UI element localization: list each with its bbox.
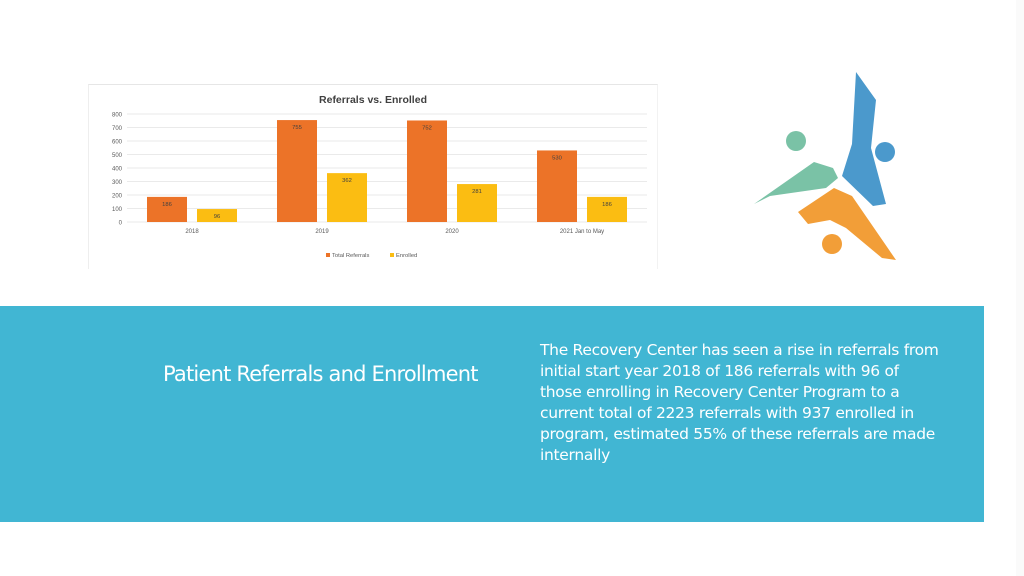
x-tick-label: 2020	[445, 229, 459, 235]
logo-orange-head	[822, 234, 842, 254]
data-label: 362	[342, 178, 352, 184]
y-tick-label: 300	[112, 180, 123, 186]
recovery-center-logo-icon	[754, 72, 896, 260]
referrals-chart: Referrals vs. Enrolled 0 100 200 300 400 500 60…	[88, 84, 658, 269]
y-tick-label: 400	[112, 167, 123, 173]
chart-svg: Referrals vs. Enrolled 0 100 200 300 400 500 60…	[112, 94, 647, 259]
logo-blue-arm	[842, 72, 886, 206]
bar	[407, 120, 447, 222]
data-label: 186	[602, 202, 612, 208]
legend-label: Enrolled	[396, 253, 417, 259]
data-label: 755	[292, 125, 302, 131]
slide-edge	[1016, 0, 1024, 576]
y-tick-label: 500	[112, 153, 123, 159]
logo-blue-head	[875, 142, 895, 162]
bar	[587, 196, 627, 222]
y-tick-label: 700	[112, 126, 123, 132]
data-label: 281	[472, 189, 482, 195]
legend-swatch	[390, 253, 394, 257]
logo-orange-arm	[798, 188, 896, 260]
bar	[537, 150, 577, 222]
logo-teal-head	[786, 131, 806, 151]
x-tick-label: 2021 Jan to May	[560, 229, 604, 235]
y-tick-label: 100	[112, 207, 123, 213]
y-tick-label: 0	[119, 221, 123, 227]
data-label: 530	[552, 155, 562, 161]
bar	[197, 209, 237, 222]
data-label: 96	[214, 214, 220, 220]
bar	[457, 184, 497, 222]
bar	[277, 120, 317, 222]
y-tick-label: 800	[112, 113, 123, 119]
banner-body-text: The Recovery Center has seen a rise in r…	[540, 341, 939, 464]
summary-banner	[0, 306, 984, 522]
bar	[327, 173, 367, 222]
chart-title: Referrals vs. Enrolled	[319, 94, 427, 106]
legend-label: Total Referrals	[332, 253, 369, 259]
bar	[147, 196, 187, 222]
legend-swatch	[326, 253, 330, 257]
data-label: 752	[422, 125, 432, 131]
logo-teal-arm	[754, 162, 838, 204]
banner-title: Patient Referrals and Enrollment	[163, 362, 478, 386]
y-tick-label: 200	[112, 194, 123, 200]
x-tick-label: 2018	[185, 229, 199, 235]
data-label: 186	[162, 202, 172, 208]
x-tick-label: 2019	[315, 229, 329, 235]
y-tick-label: 600	[112, 140, 123, 146]
